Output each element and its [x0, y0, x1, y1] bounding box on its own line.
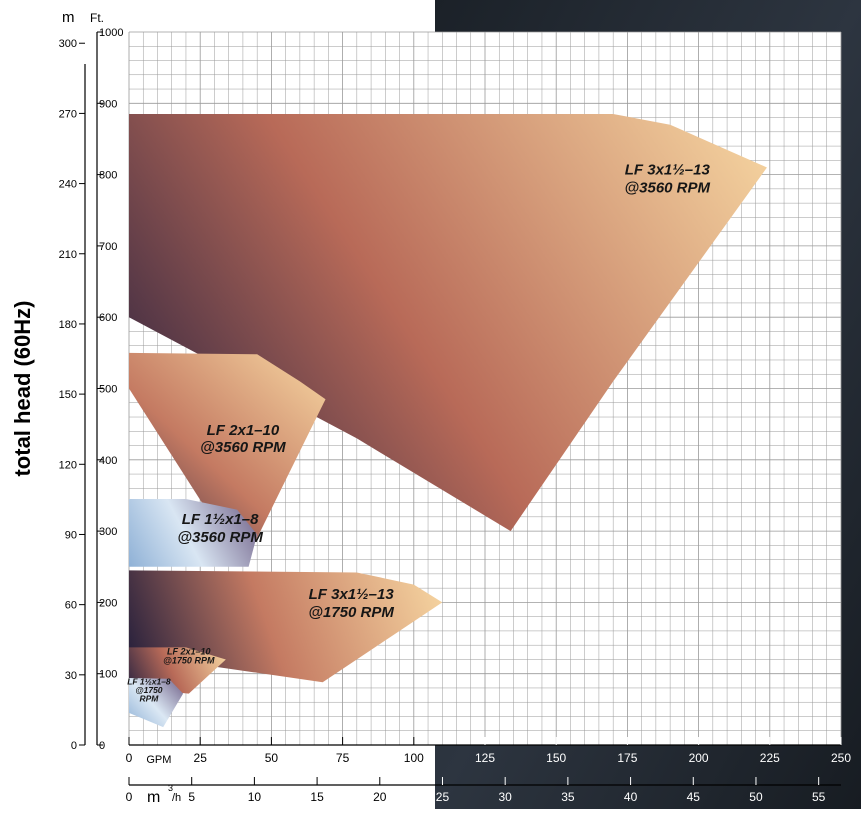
m3h-unit-m: m	[147, 789, 160, 806]
series-label-6: LF 1½x1–8 @1750 RPM	[127, 676, 171, 703]
m3h-unit-tail: /h	[172, 792, 181, 804]
m3h-tick-label: 40	[624, 790, 638, 804]
m3h-tick-label: 25	[436, 790, 450, 804]
series-label-line: RPM	[139, 693, 159, 703]
series-label-line: @1750 RPM	[308, 604, 394, 621]
m-tick-label: 240	[59, 179, 77, 191]
series-label-line: LF 3x1½–13	[309, 586, 395, 603]
gpm-tick-label: 250	[831, 751, 851, 765]
gpm-tick-label: 75	[336, 751, 350, 765]
m-tick-label: 180	[59, 319, 77, 331]
ft-tick-label: 400	[99, 455, 117, 467]
m-tick-label: 30	[65, 670, 77, 682]
ft-tick-label: 100	[99, 669, 117, 681]
m-tick-label: 270	[59, 108, 77, 120]
m-tick-label: 300	[59, 38, 77, 50]
ft-tick-label: 600	[99, 312, 117, 324]
m3h-tick-label: 35	[561, 790, 575, 804]
gpm-tick-label: 150	[546, 751, 566, 765]
m-tick-label: 210	[59, 249, 77, 261]
series-label-line: @3560 RPM	[200, 439, 286, 456]
gpm-tick-label: 25	[194, 751, 208, 765]
gpm-tick-label: 175	[617, 751, 637, 765]
gpm-tick-label: 100	[404, 751, 424, 765]
ft-tick-label: 200	[99, 597, 117, 609]
series-label-3: LF 1½x1–8 @3560 RPM	[177, 511, 263, 546]
series-label-line: LF 2x1–10	[167, 646, 211, 656]
m3h-tick-label: 45	[687, 790, 701, 804]
m-tick-label: 60	[65, 600, 77, 612]
m3h-tick-label: 55	[812, 790, 826, 804]
ft-tick-label: 700	[99, 241, 117, 253]
series-label-line: @3560 RPM	[177, 529, 263, 546]
m-tick-label: 90	[65, 529, 77, 541]
series-label-line: LF 3x1½–13	[625, 162, 711, 179]
series-area-2	[129, 352, 326, 567]
ft-tick-label: 500	[99, 384, 117, 396]
series-label-2: LF 2x1–10 @3560 RPM	[200, 422, 286, 456]
series-area-3	[129, 499, 258, 567]
m-unit-label: m	[62, 9, 75, 26]
ft-tick-label: 900	[99, 98, 117, 110]
m3h-tick-label: 50	[749, 790, 763, 804]
m3h-tick-label: 10	[248, 790, 262, 804]
m3h-tick-label: 15	[310, 790, 324, 804]
ft-tick-label: 0	[99, 740, 105, 752]
m3h-tick-label: 5	[188, 790, 195, 804]
m3h-tick-label: 0	[126, 790, 133, 804]
gpm-tick-label: 0	[126, 751, 133, 765]
series-label-5: LF 2x1–10 @1750 RPM	[163, 646, 215, 665]
ft-tick-label: 300	[99, 526, 117, 538]
m-tick-label: 0	[71, 740, 77, 752]
ft-unit-label: Ft.	[90, 11, 104, 25]
series-area-1	[129, 113, 767, 532]
ft-tick-label: 1000	[99, 27, 123, 39]
gpm-tick-label: 225	[760, 751, 780, 765]
y-axis-title: total head (60Hz)	[10, 300, 35, 476]
m3h-unit-sup: 3	[168, 783, 173, 793]
series-label-line: LF 1½x1–8	[182, 511, 259, 528]
series-label-line: LF 1½x1–8	[127, 676, 171, 686]
series-area-6	[129, 677, 184, 728]
series-label-line: @1750	[135, 685, 162, 695]
series-label-line: LF 2x1–10	[207, 422, 280, 439]
gpm-tick-label: 50	[265, 751, 279, 765]
ft-tick-label: 800	[99, 170, 117, 182]
m-tick-label: 120	[59, 459, 77, 471]
m3h-tick-label: 30	[499, 790, 513, 804]
series-label-line: @1750 RPM	[163, 655, 215, 665]
gpm-tick-label: 125	[475, 751, 495, 765]
series-label-4: LF 3x1½–13 @1750 RPM	[308, 586, 394, 621]
series-label-1: LF 3x1½–13 @3560 RPM	[625, 162, 711, 197]
gpm-unit-label: GPM	[146, 754, 171, 766]
series-label-line: @3560 RPM	[625, 180, 711, 197]
m3h-tick-label: 20	[373, 790, 387, 804]
m-tick-label: 150	[59, 389, 77, 401]
gpm-tick-label: 200	[689, 751, 709, 765]
